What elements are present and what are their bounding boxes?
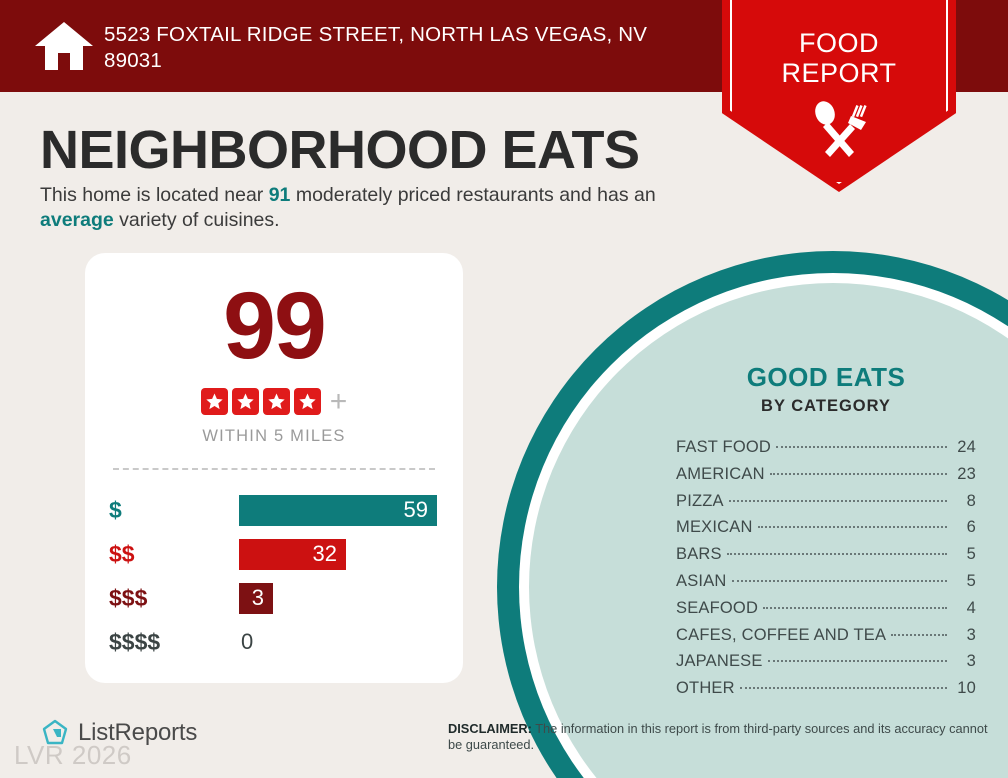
category-row: FAST FOOD 24 <box>676 438 976 465</box>
category-row: OTHER 10 <box>676 679 976 706</box>
good-eats-title: GOOD EATS <box>746 362 906 392</box>
star-icon <box>200 388 228 415</box>
page-title: NEIGHBORHOOD EATS <box>40 120 640 180</box>
price-tier-bar: 32 <box>239 538 346 570</box>
category-count: 3 <box>966 625 976 644</box>
category-row: AMERICAN 23 <box>676 465 976 492</box>
leader-dots <box>739 687 947 690</box>
badge-title: FOOD REPORT <box>722 28 956 88</box>
category-count: 23 <box>957 464 976 483</box>
category-count: 3 <box>966 652 976 671</box>
category-name: SEAFOOD <box>676 598 759 617</box>
leader-dots <box>728 499 947 502</box>
watermark: LVR 2026 <box>14 740 132 770</box>
category-count: 5 <box>966 545 976 564</box>
category-count: 6 <box>966 518 976 537</box>
price-tier-chart: $59 $$ 32 $$$ 3 $$$$ 0 <box>85 488 463 664</box>
leader-dots <box>767 660 947 663</box>
leader-dots <box>769 472 947 475</box>
badge-line-1: FOOD <box>799 28 879 58</box>
listreports-logo-text: ListReports <box>78 719 198 746</box>
category-name: PIZZA <box>676 491 724 510</box>
category-name: MEXICAN <box>676 518 753 537</box>
subtitle-text-2: moderately priced restaurants and has an <box>290 184 656 206</box>
good-eats-panel: GOOD EATS BY CATEGORY FAST FOOD 24 AMERICA… <box>676 362 976 706</box>
category-row: BARS 5 <box>676 545 976 572</box>
price-tier-row: $$$ 3 <box>109 576 463 620</box>
subtitle-text-3: variety of cuisines. <box>113 209 280 231</box>
price-tier-row: $$ 32 <box>109 532 463 576</box>
leader-dots <box>891 633 947 636</box>
category-count: 5 <box>966 571 976 590</box>
badge-inner-border <box>730 0 948 184</box>
page-subtitle: This home is located near 91 moderately … <box>40 183 700 233</box>
price-tier-label: $$ <box>109 540 135 567</box>
score-range-label: WITHIN 5 MILES <box>202 427 346 445</box>
property-address: 5523 FOXTAIL RIDGE STREET, NORTH LAS VEG… <box>104 23 648 72</box>
category-name: OTHER <box>676 679 735 698</box>
subtitle-restaurant-count: 91 <box>268 184 291 206</box>
card-divider <box>113 468 435 470</box>
price-tier-label: $$$$ <box>109 628 161 655</box>
category-name: AMERICAN <box>676 464 765 483</box>
badge-line-2: REPORT <box>781 58 897 88</box>
listreports-logo[interactable]: ListReports <box>40 718 197 748</box>
category-name: ASIAN <box>676 571 727 590</box>
good-eats-subtitle: BY CATEGORY <box>761 397 891 415</box>
category-name: JAPANESE <box>676 652 763 671</box>
food-report-badge: FOOD REPORT <box>722 0 956 192</box>
category-row: PIZZA 8 <box>676 492 976 519</box>
leader-dots <box>757 526 947 529</box>
category-name: CAFES, COFFEE AND TEA <box>676 625 887 644</box>
subtitle-text-1: This home is located near <box>40 184 269 206</box>
leader-dots <box>731 579 947 582</box>
disclaimer: DISCLAIMER: The information in this repo… <box>448 721 990 753</box>
star-plus: + <box>329 384 348 418</box>
price-tier-bar: 3 <box>239 582 273 614</box>
subtitle-variety-word: average <box>40 209 114 231</box>
leader-dots <box>726 553 947 556</box>
price-tier-row: $59 <box>109 488 463 532</box>
leader-dots <box>776 446 947 448</box>
star-icon <box>231 388 259 415</box>
price-tier-value: 0 <box>241 629 254 654</box>
category-name: BARS <box>676 545 722 564</box>
star-icon <box>262 388 290 415</box>
category-row: CAFES, COFFEE AND TEA 3 <box>676 626 976 653</box>
star-icon <box>293 388 321 415</box>
disclaimer-text: The information in this report is from t… <box>448 721 988 752</box>
spoon-fork-icon <box>815 101 867 157</box>
category-name: FAST FOOD <box>676 438 772 456</box>
price-tier-label: $$$ <box>109 584 148 611</box>
category-row: JAPANESE 3 <box>676 652 976 679</box>
star-rating: + <box>85 384 463 418</box>
category-row: ASIAN 5 <box>676 572 976 599</box>
category-row: SEAFOOD 4 <box>676 599 976 626</box>
disclaimer-label: DISCLAIMER: <box>448 721 532 736</box>
listreports-house-icon <box>42 719 68 745</box>
category-list: FAST FOOD 24 AMERICAN 23 PIZZA 8 MEXICAN 6 BARS 5… <box>676 438 976 706</box>
category-count: 4 <box>966 598 976 617</box>
category-count: 10 <box>957 679 976 698</box>
price-tier-bar: 59 <box>239 494 437 526</box>
house-icon <box>35 22 93 70</box>
price-tier-row: $$$$ 0 <box>109 620 463 664</box>
leader-dots <box>763 606 947 609</box>
score-card: 99 + WITHIN 5 MILES $59 $$ 32 $$$ 3 $$$$ 0 <box>85 253 463 683</box>
eats-score: 99 <box>223 273 327 379</box>
category-count: 8 <box>966 491 976 510</box>
price-tier-label: $ <box>109 496 122 523</box>
category-row: MEXICAN 6 <box>676 518 976 545</box>
category-count: 24 <box>957 438 976 456</box>
